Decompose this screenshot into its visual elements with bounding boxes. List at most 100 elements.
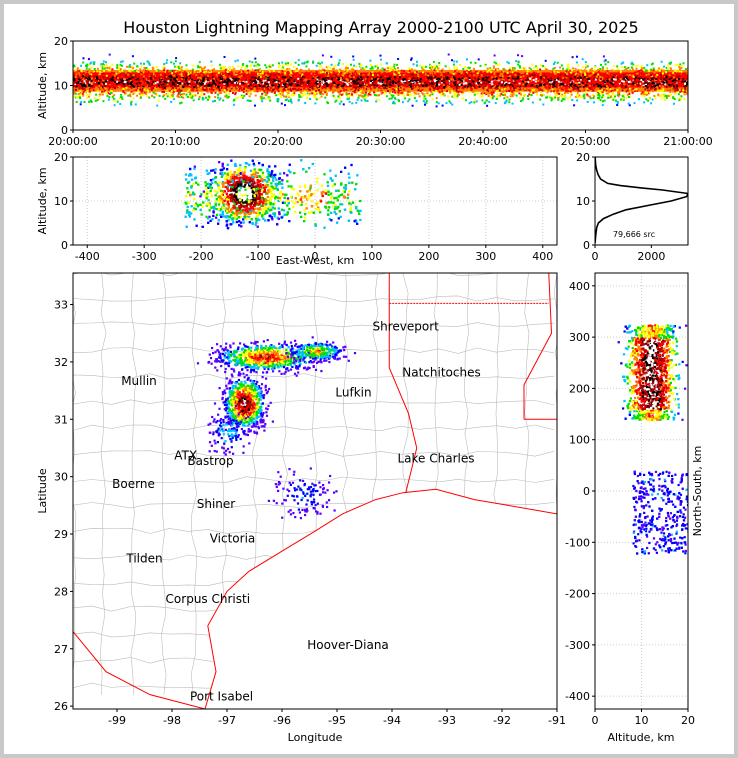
altitude-time-source-bin: [235, 79, 238, 82]
altitude-time-source-bin: [423, 95, 426, 98]
altitude-time-source-bin: [175, 87, 178, 90]
altitude-time-source-bin: [364, 84, 367, 87]
altitude-time-source-bin: [222, 99, 225, 102]
altitude-time-source-bin: [301, 76, 304, 79]
altitude-time-source-bin: [615, 90, 618, 93]
altitude-time-source-bin: [281, 72, 284, 75]
altitude-time-source-bin: [619, 71, 622, 74]
altitude-time-source-bin: [600, 63, 602, 66]
altitude-time-source-bin: [194, 72, 197, 75]
altitude-time-source-bin: [381, 67, 384, 70]
altitude-time-source-bin: [675, 75, 678, 78]
altitude-time-source-bin: [172, 75, 175, 78]
altitude-time-source-bin: [338, 71, 341, 74]
altitude-time-source-bin: [507, 86, 510, 89]
altitude-time-source-bin: [480, 74, 483, 77]
altitude-time-source-bin: [553, 81, 556, 84]
altitude-time-source-bin: [163, 77, 166, 79]
altitude-time-source-bin: [491, 78, 494, 81]
altitude-time-source-bin: [517, 72, 520, 75]
altitude-time-source-bin: [94, 75, 97, 78]
altitude-time-source-bin: [75, 73, 78, 76]
altitude-time-source-bin: [320, 71, 323, 74]
altitude-time-source-bin: [203, 66, 206, 69]
altitude-time-source-bin: [338, 97, 341, 100]
altitude-time-source-bin: [643, 91, 646, 94]
altitude-time-source-bin: [243, 84, 246, 87]
altitude-time-source-bin: [86, 70, 89, 73]
altitude-time-source-bin: [422, 69, 425, 72]
altitude-time-source-bin: [628, 74, 631, 76]
altitude-time-source-bin: [432, 83, 435, 86]
altitude-time-source-bin: [476, 72, 479, 75]
altitude-time-source-bin: [174, 89, 177, 92]
altitude-time-source-bin: [569, 76, 572, 79]
altitude-time-source-bin: [408, 98, 411, 101]
altitude-time-source-bin: [531, 85, 534, 88]
altitude-time-source-bin: [202, 78, 205, 81]
altitude-time-source-bin: [504, 73, 507, 75]
altitude-time-source-bin: [608, 75, 611, 77]
altitude-time-source-bin: [558, 84, 561, 87]
altitude-time-source-bin: [548, 81, 551, 84]
altitude-time-source-bin: [435, 105, 438, 108]
altitude-time-source-bin: [289, 84, 292, 87]
altitude-time-source-bin: [400, 88, 403, 90]
altitude-time-source-bin: [686, 77, 688, 79]
altitude-time-source-bin: [237, 74, 240, 77]
altitude-time-source-bin: [208, 78, 211, 81]
altitude-time-source-bin: [166, 75, 169, 78]
altitude-time-source-bin: [343, 91, 346, 94]
altitude-time-source-bin: [562, 88, 565, 91]
altitude-time-source-bin: [678, 89, 681, 92]
altitude-time-source-bin: [176, 95, 179, 98]
altitude-time-source-bin: [478, 79, 481, 82]
altitude-time-source-bin: [119, 103, 122, 105]
altitude-time-source-bin: [500, 90, 503, 93]
altitude-time-source-bin: [284, 86, 287, 89]
altitude-time-source-bin: [105, 92, 108, 95]
altitude-time-source-bin: [378, 99, 381, 102]
altitude-time-source-bin: [373, 72, 376, 75]
altitude-time-source-bin: [361, 83, 364, 86]
altitude-time-source-bin: [229, 90, 232, 93]
altitude-time-source-bin: [150, 89, 153, 92]
altitude-time-source-bin: [441, 78, 444, 80]
altitude-time-source-bin: [446, 77, 449, 80]
altitude-time-source-bin: [381, 75, 384, 78]
altitude-time-source-bin: [389, 81, 392, 84]
altitude-time-source-bin: [288, 83, 291, 86]
altitude-time-source-bin: [522, 73, 525, 75]
altitude-time-source-bin: [101, 93, 104, 96]
altitude-time-source-bin: [391, 90, 394, 93]
altitude-time-source-bin: [140, 91, 143, 94]
altitude-time-source-bin: [640, 90, 643, 93]
altitude-time-source-bin: [649, 85, 652, 88]
altitude-time-source-bin: [332, 90, 335, 93]
figure-frame: Houston Lightning Mapping Array 2000-210…: [4, 4, 734, 754]
altitude-time-source-bin: [283, 95, 285, 98]
altitude-time-source-bin: [118, 81, 121, 84]
altitude-time-source-bin: [644, 91, 647, 94]
altitude-time-source-bin: [390, 94, 393, 97]
altitude-time-source-bin: [146, 80, 149, 83]
altitude-time-source-bin: [163, 67, 166, 70]
altitude-time-source-bin: [382, 83, 385, 86]
altitude-time-source-bin: [384, 92, 387, 95]
altitude-time-source-bin: [335, 99, 338, 102]
altitude-time-source-bin: [219, 67, 222, 70]
altitude-time-source-bin: [113, 104, 116, 107]
altitude-time-source-bin: [171, 69, 174, 72]
altitude-time-source-bin: [616, 65, 619, 68]
altitude-time-source-bin: [449, 71, 452, 74]
altitude-time-source-bin: [665, 79, 668, 82]
altitude-time-source-bin: [176, 72, 179, 75]
altitude-time-source-bin: [521, 81, 524, 84]
altitude-time-source-bin: [449, 91, 452, 94]
altitude-time-source-bin: [135, 89, 138, 92]
altitude-time-source-bin: [406, 91, 409, 94]
altitude-time-source-bin: [462, 86, 465, 89]
altitude-time-source-bin: [79, 90, 82, 93]
altitude-time-source-bin: [185, 68, 188, 71]
altitude-time-source-bin: [183, 84, 186, 87]
